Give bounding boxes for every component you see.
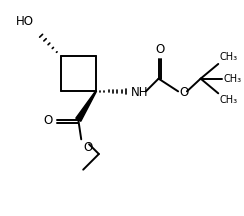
Text: CH₃: CH₃ xyxy=(219,52,237,62)
Text: CH₃: CH₃ xyxy=(219,95,237,105)
Text: O: O xyxy=(179,86,188,99)
Polygon shape xyxy=(76,91,96,121)
Text: NH: NH xyxy=(131,86,149,99)
Text: O: O xyxy=(83,141,92,154)
Text: O: O xyxy=(155,43,164,56)
Text: O: O xyxy=(44,114,53,127)
Text: CH₃: CH₃ xyxy=(223,74,241,84)
Text: HO: HO xyxy=(16,15,34,28)
